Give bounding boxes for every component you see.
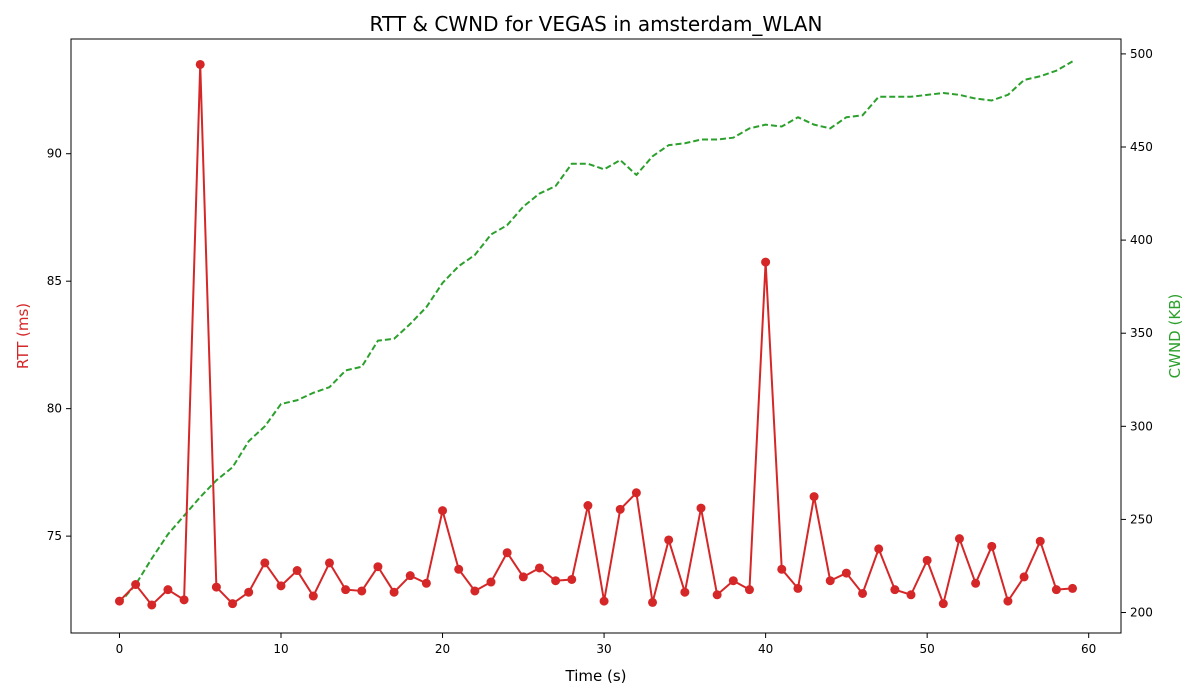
rtt-data-point [987, 541, 997, 551]
rtt-data-point [793, 583, 803, 593]
rtt-data-point [825, 576, 835, 586]
y-right-tick-label: 350 [1130, 326, 1153, 340]
rtt-data-point [114, 596, 124, 606]
rtt-data-point [615, 504, 625, 514]
rtt-data-point [357, 586, 367, 596]
rtt-data-point [777, 564, 787, 574]
x-tick-label: 20 [435, 642, 450, 656]
rtt-data-point [389, 587, 399, 597]
rtt-data-point [438, 506, 448, 516]
y-right-tick-label: 250 [1130, 512, 1153, 526]
chart-title: RTT & CWND for VEGAS in amsterdam_WLAN [370, 12, 823, 36]
y-left-axis-title: RTT (ms) [14, 303, 32, 369]
rtt-data-point [728, 576, 738, 586]
y-right-tick-label: 500 [1130, 47, 1153, 61]
rtt-data-point [906, 590, 916, 600]
rtt-data-point [664, 535, 674, 545]
rtt-data-point [324, 558, 334, 568]
rtt-data-point [454, 564, 464, 574]
rtt-data-point [163, 585, 173, 595]
rtt-data-point [648, 597, 658, 607]
rtt-data-point [631, 488, 641, 498]
rtt-data-point [938, 599, 948, 609]
rtt-data-point [470, 586, 480, 596]
rtt-data-point [890, 585, 900, 595]
x-tick-label: 10 [273, 642, 288, 656]
rtt-data-point [195, 59, 205, 69]
y-right-axis-title: CWND (KB) [1166, 294, 1184, 379]
y-left-tick-label: 75 [47, 529, 62, 543]
rtt-data-point [551, 576, 561, 586]
rtt-data-point [858, 588, 868, 598]
rtt-data-point [421, 578, 431, 588]
x-tick-label: 40 [758, 642, 773, 656]
rtt-data-point [567, 574, 577, 584]
y-right-tick-label: 200 [1130, 606, 1153, 620]
y-left-tick-label: 90 [47, 147, 62, 161]
cwnd-series-line [118, 60, 1074, 604]
rtt-data-point [1003, 596, 1013, 606]
rtt-data-point [341, 585, 351, 595]
rtt-series-line [118, 63, 1073, 606]
rtt-data-point [147, 600, 157, 610]
rtt-data-point [583, 501, 593, 511]
rtt-data-point [211, 582, 221, 592]
rtt-data-point [534, 563, 544, 573]
rtt-data-point [809, 492, 819, 502]
rtt-data-point [292, 566, 302, 576]
rtt-data-point [276, 581, 286, 591]
rtt-data-point [761, 257, 771, 267]
plot-area [114, 59, 1078, 610]
rtt-data-point [680, 587, 690, 597]
rtt-data-point [712, 590, 722, 600]
rtt-data-point [179, 595, 189, 605]
rtt-data-point [308, 591, 318, 601]
rtt-data-point [1019, 572, 1029, 582]
rtt-data-point [502, 548, 512, 558]
x-axis-title: Time (s) [565, 667, 627, 685]
x-tick-label: 50 [920, 642, 935, 656]
rtt-data-point [373, 562, 383, 572]
rtt-data-point [405, 571, 415, 581]
rtt-data-point [1068, 583, 1078, 593]
rtt-data-point [744, 585, 754, 595]
rtt-data-point [971, 578, 981, 588]
y-right-tick-label: 300 [1130, 419, 1153, 433]
axis-ticks: 0 10 20 30 40 50 60 75 80 85 90 200 250 300 350 400 450 5… [47, 47, 1153, 656]
x-tick-label: 60 [1081, 642, 1096, 656]
y-left-tick-label: 80 [47, 402, 62, 416]
rtt-data-point [599, 596, 609, 606]
rtt-data-point [228, 599, 238, 609]
rtt-data-point [518, 572, 528, 582]
rtt-data-point [841, 568, 851, 578]
rtt-data-point [486, 577, 496, 587]
rtt-data-point [874, 544, 884, 554]
y-right-tick-label: 450 [1130, 140, 1153, 154]
y-right-tick-label: 400 [1130, 233, 1153, 247]
rtt-data-point [131, 580, 141, 590]
y-left-tick-label: 85 [47, 274, 62, 288]
x-tick-label: 0 [116, 642, 124, 656]
rtt-data-point [922, 555, 932, 565]
rtt-data-point [696, 503, 706, 513]
rtt-data-point [954, 534, 964, 544]
plot-frame [70, 38, 1122, 634]
rtt-data-point [260, 558, 270, 568]
rtt-data-point [1035, 536, 1045, 546]
x-tick-label: 30 [596, 642, 611, 656]
rtt-data-point [244, 587, 254, 597]
rtt-data-point [1051, 585, 1061, 595]
